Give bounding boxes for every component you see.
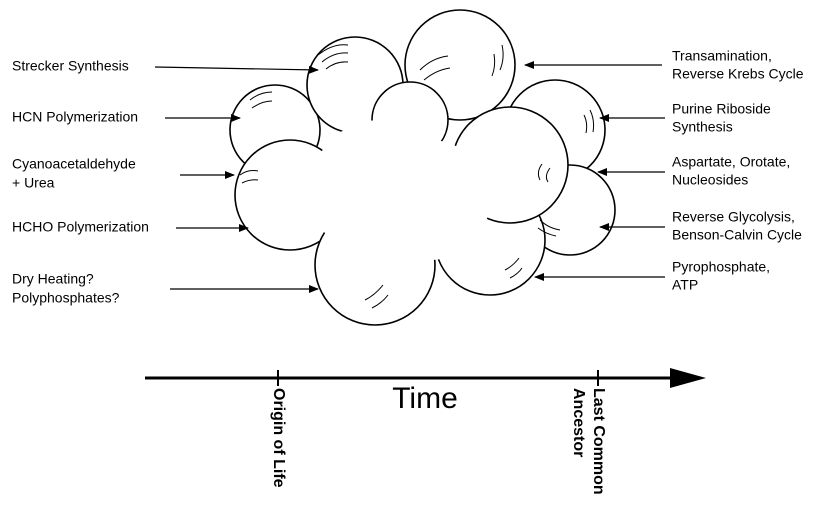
right-label: Reverse Glycolysis, xyxy=(672,209,795,225)
right-label: Pyrophosphate, xyxy=(672,259,770,275)
right-label: Purine Riboside xyxy=(672,101,771,117)
timeline: Time xyxy=(145,368,706,415)
left-label: Cyanoacetaldehyde xyxy=(12,156,136,172)
right-label: Nucleosides xyxy=(672,172,748,188)
right-label: Transamination, xyxy=(672,48,772,64)
right-label: Reverse Krebs Cycle xyxy=(672,66,804,82)
left-label: HCN Polymerization xyxy=(12,109,138,125)
left-label: Dry Heating? xyxy=(12,271,94,287)
left-label: HCHO Polymerization xyxy=(12,219,149,235)
time-marker-label: Last Common xyxy=(590,388,607,495)
left-label: Polyphosphates? xyxy=(12,290,120,306)
time-label: Time xyxy=(392,382,458,415)
right-label: Synthesis xyxy=(672,119,733,135)
left-label: + Urea xyxy=(12,175,55,191)
time-marker-label: Origin of Life xyxy=(270,388,287,488)
left-label: Strecker Synthesis xyxy=(12,58,129,74)
diagram: Time Strecker Synthesis HCN Polymerizatio… xyxy=(0,0,830,517)
cloud xyxy=(230,10,615,325)
right-label: ATP xyxy=(672,277,698,293)
right-label: Benson-Calvin Cycle xyxy=(672,227,802,243)
right-label: Aspartate, Orotate, xyxy=(672,154,790,170)
time-marker-label: Ancestor xyxy=(570,388,587,457)
